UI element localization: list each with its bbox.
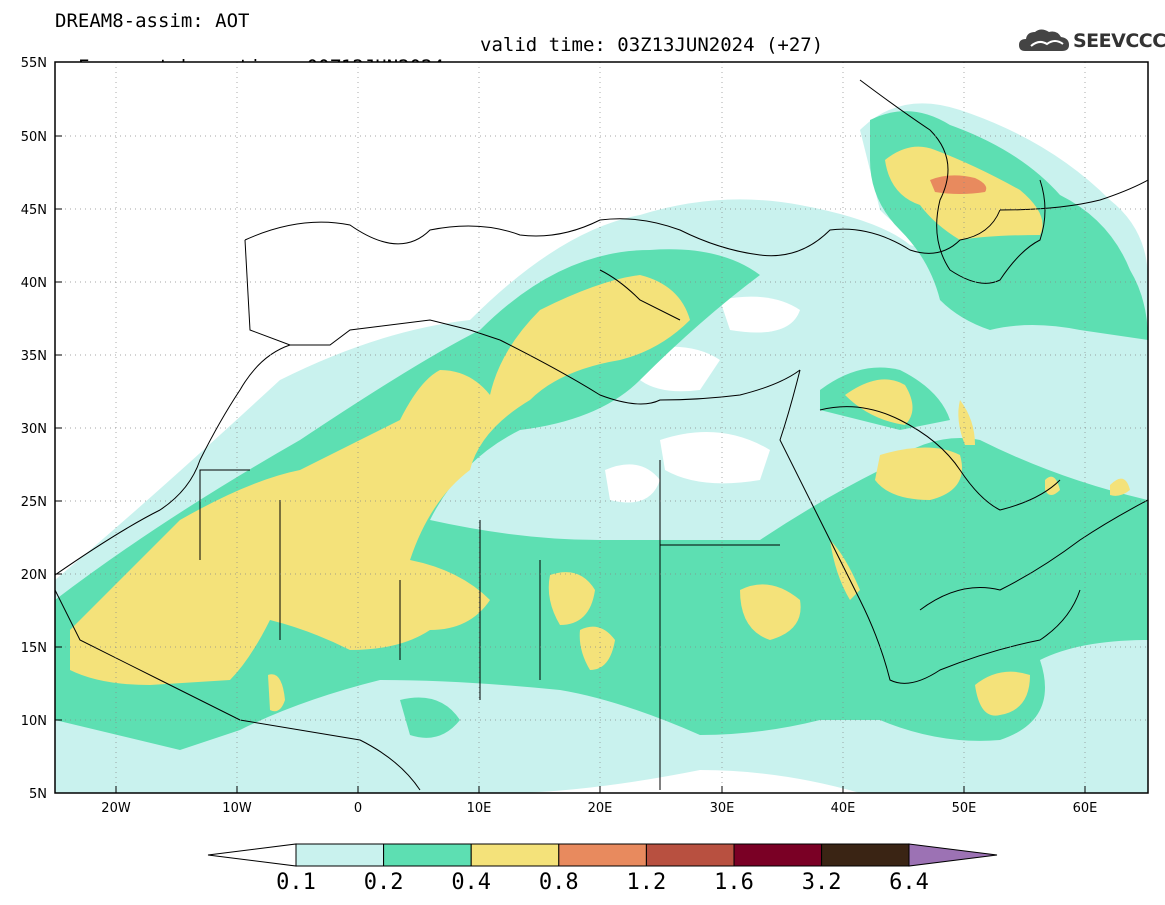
lon-label: 0 (354, 801, 362, 816)
colorbar-segment (470, 843, 560, 867)
colorbar-label: 0.8 (538, 870, 579, 895)
lon-label: 20E (588, 801, 613, 816)
cloud-logo-icon (1019, 29, 1069, 51)
colorbar-label: 1.2 (626, 870, 667, 895)
colorbar-label: 0.2 (363, 870, 404, 895)
colorbar-segment (558, 843, 647, 867)
lat-label: 20N (21, 568, 47, 583)
lat-label: 55N (21, 56, 47, 71)
longitude-labels: 20W 10W 0 10E 20E 30E 40E 50E 60E (101, 801, 1097, 816)
colorbar-label: 6.4 (889, 870, 929, 895)
lat-label: 45N (21, 203, 47, 218)
lon-label: 30E (710, 801, 735, 816)
colorbar-low-arrow (207, 843, 297, 867)
lon-label: 10E (467, 801, 492, 816)
lat-label: 35N (21, 349, 47, 364)
colorbar-segment (733, 843, 823, 867)
lat-label: 30N (21, 422, 47, 437)
valid-time-text: valid time: 03Z13JUN2024 (+27) (480, 34, 824, 56)
lon-label: 40E (831, 801, 856, 816)
gridlines (55, 62, 1148, 793)
colorbar (207, 843, 998, 867)
lon-label: 10W (222, 801, 252, 816)
colorbar-segment (383, 843, 472, 867)
lat-label: 40N (21, 276, 47, 291)
latitude-labels: 55N 50N 45N 40N 35N 30N 25N 20N 15N 10N … (21, 56, 47, 802)
colorbar-label: 0.1 (276, 870, 316, 895)
colorbar-label: 0.4 (451, 870, 492, 895)
lat-label: 15N (21, 641, 47, 656)
map-title: DREAM8-assim: AOT (55, 10, 250, 32)
lon-label: 60E (1073, 801, 1098, 816)
aot-field (55, 62, 1148, 793)
colorbar-label: 1.6 (714, 870, 754, 895)
lon-label: 20W (101, 801, 131, 816)
colorbar-segment (821, 843, 910, 867)
lat-label: 5N (29, 787, 47, 802)
coastlines-borders (55, 79, 1148, 791)
colorbar-high-arrow (908, 843, 998, 867)
logo-text: SEEVCCC (1073, 30, 1165, 52)
lon-label: 50E (952, 801, 977, 816)
colorbar-segment (645, 843, 735, 867)
lat-label: 50N (21, 130, 47, 145)
tick-marks (55, 61, 1086, 794)
colorbar-segment (295, 843, 385, 867)
lat-label: 25N (21, 495, 47, 510)
lat-label: 10N (21, 714, 47, 729)
colorbar-label: 3.2 (801, 870, 842, 895)
